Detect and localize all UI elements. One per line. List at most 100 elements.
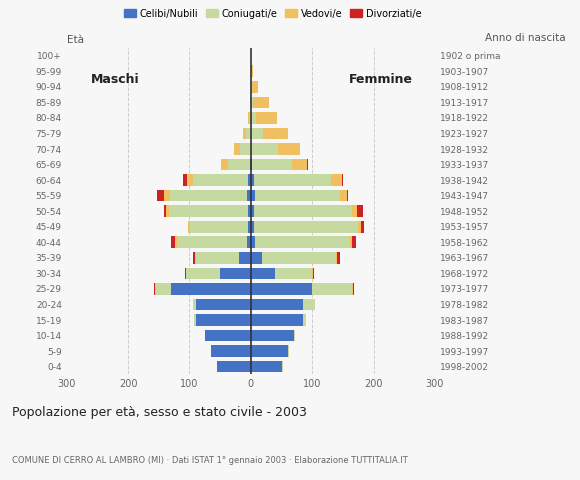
Bar xyxy=(195,299,251,310)
Bar xyxy=(357,205,363,217)
Bar xyxy=(312,267,313,279)
Bar xyxy=(254,221,358,233)
Bar xyxy=(288,345,289,357)
Bar xyxy=(247,190,251,202)
Text: Anno di nascita: Anno di nascita xyxy=(485,33,566,43)
Bar xyxy=(342,174,343,186)
Bar xyxy=(238,252,251,264)
Bar xyxy=(276,267,312,279)
Bar xyxy=(228,159,249,170)
Bar xyxy=(248,112,249,124)
Bar xyxy=(164,190,171,202)
Bar xyxy=(307,159,308,170)
Bar xyxy=(281,361,283,372)
Bar xyxy=(251,314,303,326)
Bar xyxy=(157,190,164,202)
Bar xyxy=(220,267,251,279)
Bar xyxy=(251,252,262,264)
Bar xyxy=(194,314,195,326)
Bar xyxy=(336,252,337,264)
Bar xyxy=(171,190,247,202)
Bar xyxy=(217,361,251,372)
Bar xyxy=(249,159,251,170)
Bar xyxy=(171,237,175,248)
Bar xyxy=(169,205,248,217)
Bar xyxy=(247,237,251,248)
Bar xyxy=(353,283,354,295)
Bar xyxy=(251,361,281,372)
Bar xyxy=(251,65,253,77)
Bar xyxy=(251,143,278,155)
Bar xyxy=(278,143,300,155)
Bar xyxy=(187,174,193,186)
Bar xyxy=(193,299,195,310)
Bar xyxy=(337,252,340,264)
Text: Popolazione per età, sesso e stato civile - 2003: Popolazione per età, sesso e stato civil… xyxy=(12,406,306,419)
Bar xyxy=(195,314,251,326)
Bar xyxy=(193,252,195,264)
Bar xyxy=(351,237,356,248)
Bar xyxy=(251,96,253,108)
Bar xyxy=(331,174,342,186)
Bar xyxy=(248,221,251,233)
Bar xyxy=(187,221,188,233)
Bar xyxy=(221,159,228,170)
Text: Femmine: Femmine xyxy=(349,73,413,86)
Bar xyxy=(251,330,294,341)
Bar xyxy=(251,128,263,139)
Bar xyxy=(193,174,248,186)
Bar xyxy=(155,283,171,295)
Bar xyxy=(255,190,340,202)
Bar xyxy=(352,283,353,295)
Bar xyxy=(175,237,176,248)
Bar xyxy=(184,267,186,279)
Text: COMUNE DI CERRO AL LAMBRO (MI) · Dati ISTAT 1° gennaio 2003 · Elaborazione TUTTI: COMUNE DI CERRO AL LAMBRO (MI) · Dati IS… xyxy=(12,456,407,465)
Legend: Celibi/Nubili, Coniugati/e, Vedovi/e, Divorziati/e: Celibi/Nubili, Coniugati/e, Vedovi/e, Di… xyxy=(120,5,425,23)
Bar xyxy=(249,112,251,124)
Bar xyxy=(294,330,295,341)
Text: Maschi: Maschi xyxy=(91,73,140,86)
Bar xyxy=(195,252,238,264)
Bar xyxy=(347,190,349,202)
Bar xyxy=(186,267,220,279)
Bar xyxy=(243,128,246,139)
Bar xyxy=(313,267,314,279)
Bar xyxy=(250,96,251,108)
Bar xyxy=(251,221,254,233)
Bar xyxy=(251,190,255,202)
Bar xyxy=(188,221,190,233)
Bar xyxy=(251,299,303,310)
Bar xyxy=(361,221,364,233)
Bar xyxy=(240,143,251,155)
Bar xyxy=(292,159,307,170)
Bar xyxy=(164,205,165,217)
Bar xyxy=(154,283,155,295)
Bar xyxy=(262,252,336,264)
Bar xyxy=(251,283,312,295)
Bar xyxy=(253,96,269,108)
Bar xyxy=(176,237,247,248)
Bar xyxy=(251,174,254,186)
Bar xyxy=(165,205,169,217)
Bar xyxy=(205,330,251,341)
Bar xyxy=(251,81,252,93)
Bar xyxy=(303,314,306,326)
Bar xyxy=(246,128,251,139)
Bar xyxy=(252,159,292,170)
Bar xyxy=(251,267,276,279)
Bar xyxy=(251,345,288,357)
Bar xyxy=(251,159,252,170)
Bar xyxy=(234,143,240,155)
Bar xyxy=(251,237,255,248)
Bar xyxy=(312,283,352,295)
Bar xyxy=(251,112,256,124)
Bar xyxy=(350,237,351,248)
Bar xyxy=(254,174,331,186)
Bar xyxy=(190,221,248,233)
Bar xyxy=(358,221,361,233)
Bar xyxy=(255,237,350,248)
Bar xyxy=(251,205,254,217)
Bar xyxy=(252,81,258,93)
Bar xyxy=(263,128,288,139)
Bar xyxy=(171,283,251,295)
